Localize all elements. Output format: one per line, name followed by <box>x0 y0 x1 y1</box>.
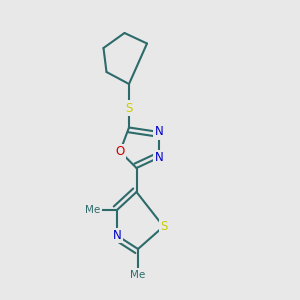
Text: O: O <box>116 145 124 158</box>
Text: S: S <box>125 101 133 115</box>
Text: Me: Me <box>85 205 100 215</box>
Text: Me: Me <box>130 269 146 280</box>
Text: N: N <box>154 151 164 164</box>
Text: S: S <box>160 220 167 233</box>
Text: N: N <box>154 125 164 139</box>
Text: N: N <box>112 229 122 242</box>
